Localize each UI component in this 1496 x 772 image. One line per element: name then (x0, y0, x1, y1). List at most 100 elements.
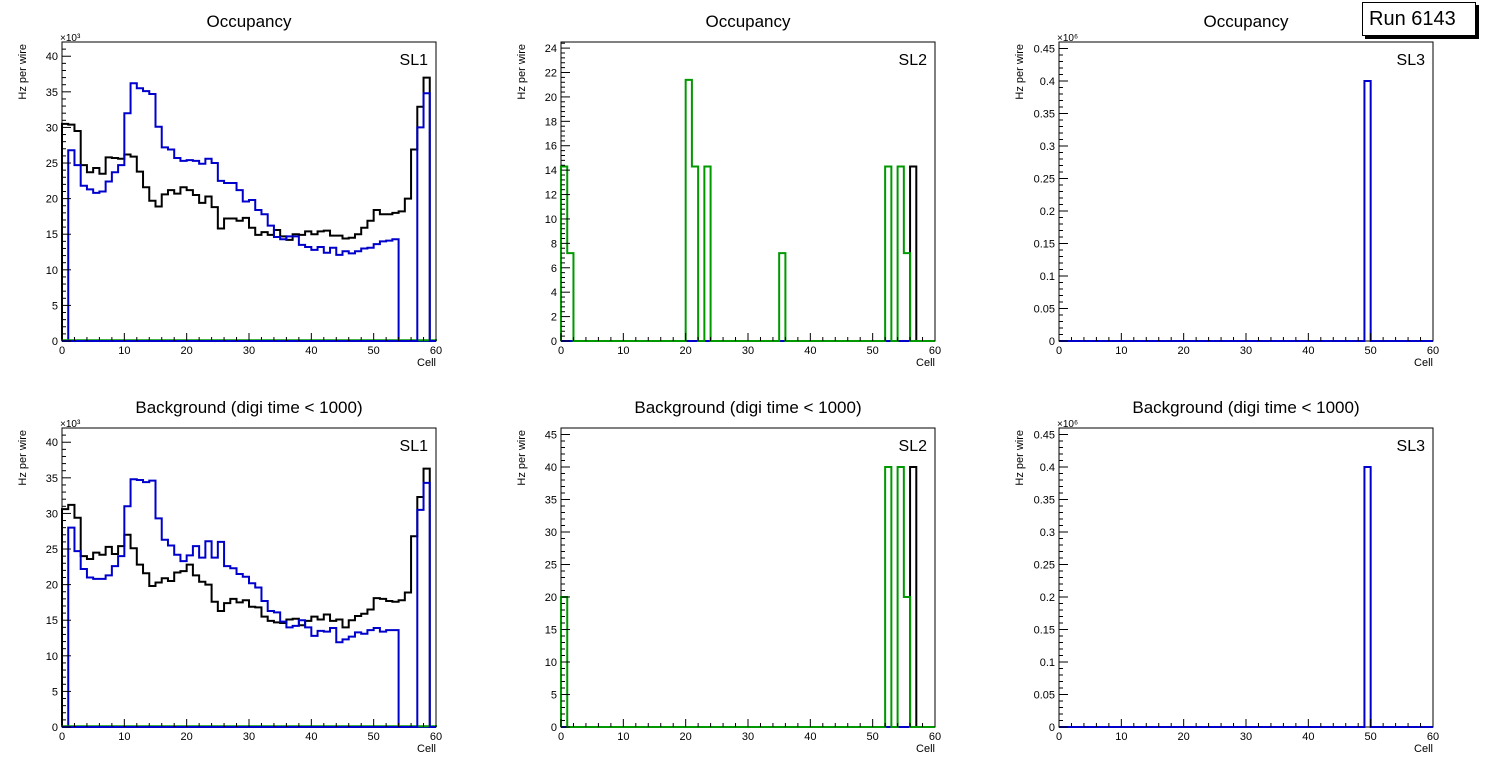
x-tick-label: 50 (368, 345, 380, 357)
x-tick-label: 20 (1178, 345, 1190, 357)
y-tick-label: 0.05 (1034, 690, 1055, 702)
x-tick-label: 40 (804, 345, 816, 357)
x-tick-label: 50 (867, 345, 879, 357)
x-axis-label: Cell (417, 743, 436, 755)
x-tick-label: 60 (430, 731, 442, 743)
x-tick-label: 30 (1240, 731, 1252, 743)
x-tick-label: 20 (181, 731, 193, 743)
x-tick-label: 50 (368, 731, 380, 743)
y-tick-label: 12 (545, 190, 557, 202)
y-axis-label: Hz per wire (516, 430, 528, 486)
y-tick-label: 15 (46, 615, 58, 627)
x-tick-label: 10 (1115, 731, 1127, 743)
x-tick-label: 20 (680, 731, 692, 743)
x-tick-label: 50 (1365, 731, 1377, 743)
chart-title: Occupancy (206, 12, 292, 31)
x-tick-label: 60 (929, 345, 941, 357)
y-tick-label: 6 (551, 263, 557, 275)
x-tick-label: 40 (1302, 345, 1314, 357)
y-tick-label: 25 (46, 544, 58, 556)
run-label: Run 6143 (1369, 7, 1456, 30)
y-tick-label: 0.15 (1034, 625, 1055, 637)
x-tick-label: 60 (1427, 731, 1439, 743)
x-axis-label: Cell (1414, 357, 1433, 369)
y-tick-label: 0 (551, 722, 557, 734)
y-tick-label: 0 (1049, 336, 1055, 348)
series-layer-black (61, 467, 436, 728)
plot-frame (560, 41, 936, 342)
y-tick-label: 10 (46, 265, 58, 277)
histogram-panel-2: 0 10 20 30 40 50 60024681012141618202224Occupa… (516, 12, 941, 369)
y-tick-label: 40 (545, 462, 557, 474)
y-tick-label: 40 (46, 51, 58, 63)
y-tick-label: 5 (52, 686, 58, 698)
y-tick-label: 30 (46, 122, 58, 134)
x-tick-label: 10 (118, 731, 130, 743)
x-tick-label: 20 (1178, 731, 1190, 743)
chart-title: Background (digi time < 1000) (1132, 398, 1359, 417)
y-tick-label: 15 (545, 625, 557, 637)
y-tick-label: 30 (545, 527, 557, 539)
y-axis-label: Hz per wire (516, 44, 528, 100)
x-tick-label: 60 (1427, 345, 1439, 357)
series-layer-blue (62, 82, 436, 342)
y-axis-label: Hz per wire (1014, 44, 1026, 100)
y-tick-label: 0.4 (1040, 76, 1055, 88)
plot-frame (1058, 427, 1434, 728)
y-tick-label: 0.45 (1034, 430, 1055, 442)
x-tick-label: 10 (118, 345, 130, 357)
y-tick-label: 15 (46, 229, 58, 241)
superlayer-label: SL1 (400, 438, 429, 455)
x-tick-label: 10 (1115, 345, 1127, 357)
y-tick-label: 0.2 (1040, 206, 1055, 218)
y-axis-label: Hz per wire (1014, 430, 1026, 486)
y-tick-label: 18 (545, 116, 557, 128)
chart-title: Background (digi time < 1000) (634, 398, 861, 417)
y-tick-label: 0.4 (1040, 462, 1055, 474)
y-tick-label: 20 (545, 92, 557, 104)
y-tick-label: 22 (545, 68, 557, 80)
series-layer-green (560, 78, 935, 342)
y-tick-label: 0 (551, 336, 557, 348)
x-tick-label: 10 (617, 731, 629, 743)
y-tick-label: 5 (551, 690, 557, 702)
y-tick-label: 2 (551, 312, 557, 324)
y-tick-label: 0.45 (1034, 44, 1055, 56)
series-layer-blue-end (62, 481, 436, 728)
y-tick-label: 0.3 (1040, 141, 1055, 153)
superlayer-label: SL3 (1397, 52, 1426, 69)
x-tick-label: 0 (1056, 731, 1062, 743)
y-tick-label: 4 (551, 287, 557, 299)
x-axis-label: Cell (916, 357, 935, 369)
x-axis-label: Cell (916, 743, 935, 755)
histogram-panel-1: 0 10 20 30 40 50 60 0 5 10 15 20 25 30 35 40 Occupancy SL… (17, 12, 442, 369)
plot-frame (1058, 41, 1434, 342)
x-tick-label: 40 (804, 731, 816, 743)
y-tick-label: 0.25 (1034, 174, 1055, 186)
plot-frame (61, 41, 437, 342)
y-tick-label: 20 (545, 592, 557, 604)
y-tick-label: 45 (545, 430, 557, 442)
x-tick-label: 60 (929, 731, 941, 743)
run-label-box: Run 6143 (1362, 2, 1476, 36)
x-tick-label: 10 (617, 345, 629, 357)
y-tick-label: 0.05 (1034, 304, 1055, 316)
y-axis-exponent: ×10⁶ (1057, 419, 1078, 430)
series-layer-black (561, 165, 935, 342)
series-layer-green (560, 466, 935, 728)
chart-title: Occupancy (1203, 12, 1289, 31)
chart-title: Occupancy (705, 12, 791, 31)
x-tick-label: 60 (430, 345, 442, 357)
x-tick-label: 20 (680, 345, 692, 357)
y-tick-label: 10 (46, 651, 58, 663)
x-tick-label: 0 (558, 345, 564, 357)
x-axis-label: Cell (1414, 743, 1433, 755)
x-tick-label: 30 (243, 731, 255, 743)
chart-title: Background (digi time < 1000) (135, 398, 362, 417)
y-tick-label: 0.1 (1040, 271, 1055, 283)
y-axis-label: Hz per wire (17, 44, 29, 100)
x-tick-label: 0 (59, 731, 65, 743)
y-tick-label: 35 (46, 87, 58, 99)
plot-frame (560, 427, 936, 728)
